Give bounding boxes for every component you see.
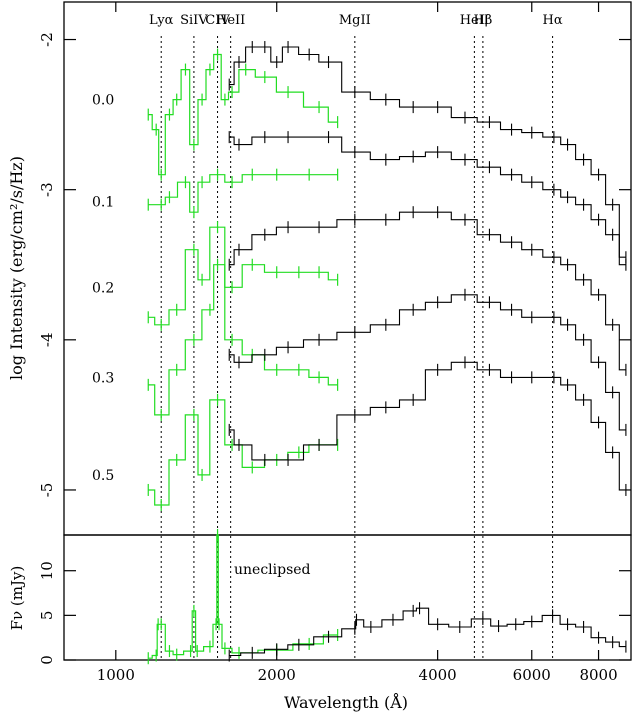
phase-label-0: 0.0 — [92, 93, 114, 109]
bottom-panel-frame — [63, 534, 632, 661]
top-series-0 — [148, 53, 338, 176]
line-marker-label-1: SiIV — [180, 13, 208, 28]
bottom-y-tick-label-2: 10 — [38, 561, 56, 580]
line-marker-label-6: Hβ — [473, 13, 492, 28]
line-marker-label-3: HeII — [216, 13, 245, 28]
line-marker-label-2: CIV — [205, 13, 230, 28]
line-marker-label-4: MgII — [339, 13, 371, 28]
top-series-4 — [148, 226, 338, 326]
top-series-9 — [229, 361, 626, 491]
top-series-5 — [229, 211, 626, 371]
x-tick-label-4: 8000 — [579, 666, 617, 684]
top-spectra-group — [147, 41, 627, 511]
bottom-y-tick-label-0: 0 — [38, 655, 56, 665]
line-marker-label-7: Hα — [543, 13, 563, 28]
uneclipsed-annotation: uneclipsed — [234, 562, 311, 578]
phase-label-1: 0.1 — [92, 195, 114, 211]
top-y-tick-label-3: -5 — [38, 483, 56, 498]
line-marker-label-0: Lyα — [149, 13, 174, 28]
x-tick-label-1: 2000 — [258, 666, 296, 684]
axis-ticks-group — [64, 2, 631, 661]
bottom-spectra-group — [147, 529, 627, 665]
phase-label-2: 0.2 — [92, 280, 114, 296]
top-series-2 — [148, 174, 338, 213]
bottom-y-tick-label-1: 5 — [38, 611, 56, 621]
top-series-7 — [229, 294, 626, 431]
phase-label-4: 0.5 — [92, 468, 114, 484]
top-series-8 — [148, 399, 338, 506]
top-panel-frame — [63, 1, 632, 536]
top-y-tick-label-2: -4 — [38, 333, 56, 348]
top-series-1 — [229, 46, 626, 258]
line-marker-label-5: HeII — [460, 13, 489, 28]
top-series-6 — [148, 264, 338, 416]
phase-label-3: 0.3 — [92, 370, 114, 386]
x-tick-label-3: 6000 — [513, 666, 551, 684]
x-axis-label: Wavelength (Å) — [284, 692, 408, 712]
bottom-series-1 — [229, 607, 626, 657]
x-tick-label-0: 1000 — [97, 666, 135, 684]
x-tick-label-2: 4000 — [419, 666, 457, 684]
top-series-3 — [229, 136, 626, 266]
top-y-tick-label-1: -3 — [38, 182, 56, 197]
bottom-y-axis-label: Fν (mJy) — [8, 566, 26, 631]
line-marker-group — [160, 36, 554, 660]
top-y-tick-label-0: -2 — [38, 32, 56, 47]
top-y-axis-label: log Intensity (erg/cm²/s/Hz) — [7, 156, 26, 380]
